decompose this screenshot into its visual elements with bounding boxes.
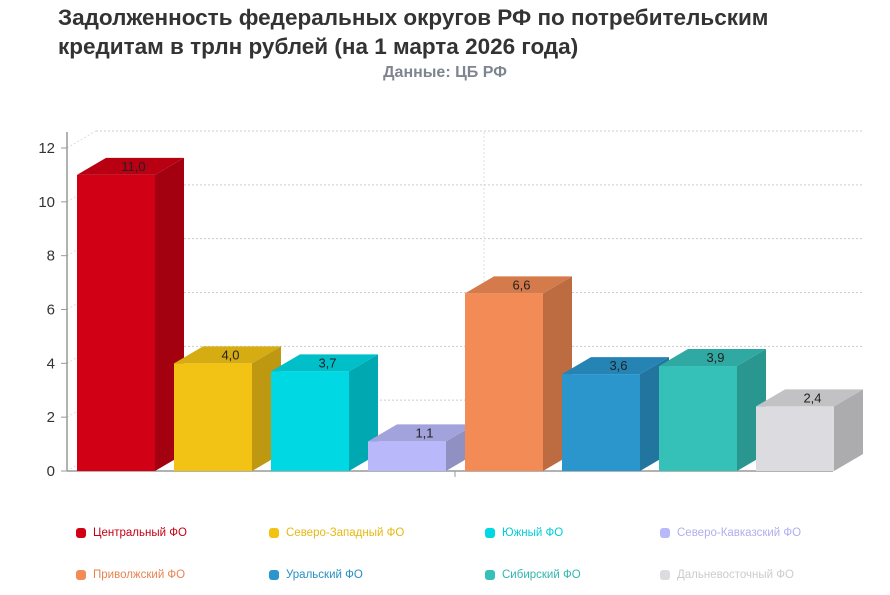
bar (465, 293, 543, 471)
data-label: 3,9 (706, 350, 724, 365)
legend-label: Приволжский ФО (93, 569, 186, 581)
bar-side (834, 389, 863, 471)
gridline-side (66, 130, 97, 149)
chart-title: Задолженность федеральных округов РФ по … (58, 5, 769, 59)
data-label: 2,4 (803, 390, 821, 405)
legend-item[interactable]: Центральный ФО (76, 527, 187, 539)
legend-swatch (76, 570, 86, 580)
bar-top (368, 424, 475, 442)
y-tick-label: 8 (47, 248, 55, 265)
data-label: 11,0 (121, 159, 145, 174)
legend-swatch (660, 528, 670, 538)
data-label: 4,0 (221, 347, 239, 362)
chart-subtitle: Данные: ЦБ РФ (383, 64, 507, 81)
y-tick-label: 2 (47, 409, 55, 426)
bar-top (756, 389, 863, 407)
bar-top (174, 346, 281, 364)
bar (77, 174, 155, 471)
bar (562, 374, 640, 471)
data-label: 3,6 (609, 358, 627, 373)
legend-label: Уральский ФО (286, 569, 363, 581)
bar (756, 406, 834, 471)
legend-swatch (660, 570, 670, 580)
bar-top (77, 157, 184, 175)
bar (368, 441, 446, 471)
legend-item[interactable]: Сибирский ФО (485, 569, 581, 581)
y-tick-label: 4 (47, 355, 55, 372)
legend-swatch (269, 528, 279, 538)
legend-swatch (485, 570, 495, 580)
y-tick-label: 0 (47, 463, 55, 480)
bar-top (659, 349, 766, 367)
legend-swatch (76, 528, 86, 538)
legend-label: Южный ФО (502, 527, 564, 539)
y-tick-label: 6 (47, 302, 55, 319)
legend-label: Дальневосточный ФО (677, 569, 794, 581)
y-tick-label: 10 (38, 194, 55, 211)
bar-top (271, 354, 378, 372)
legend-swatch (485, 528, 495, 538)
legend-label: Северо-Кавказский ФО (677, 527, 802, 539)
legend-label: Северо-Западный ФО (286, 527, 405, 539)
legend-label: Сибирский ФО (502, 569, 581, 581)
legend-swatch (269, 570, 279, 580)
legend-item[interactable]: Приволжский ФО (76, 569, 185, 581)
legend-item[interactable]: Южный ФО (485, 527, 563, 539)
bar-top (465, 276, 572, 294)
legend-label: Центральный ФО (93, 527, 187, 539)
bar (174, 363, 252, 471)
legend-item[interactable]: Северо-Кавказский ФО (660, 527, 801, 539)
bar (271, 371, 349, 471)
y-tick-label: 12 (38, 140, 55, 157)
data-label: 6,6 (512, 277, 530, 292)
legend-item[interactable]: Северо-Западный ФО (269, 527, 404, 539)
data-label: 1,1 (415, 425, 433, 440)
legend-item[interactable]: Дальневосточный ФО (660, 569, 794, 581)
legend-item[interactable]: Уральский ФО (269, 569, 363, 581)
data-label: 3,7 (318, 355, 336, 370)
bar-top (562, 357, 669, 375)
bar (659, 366, 737, 471)
